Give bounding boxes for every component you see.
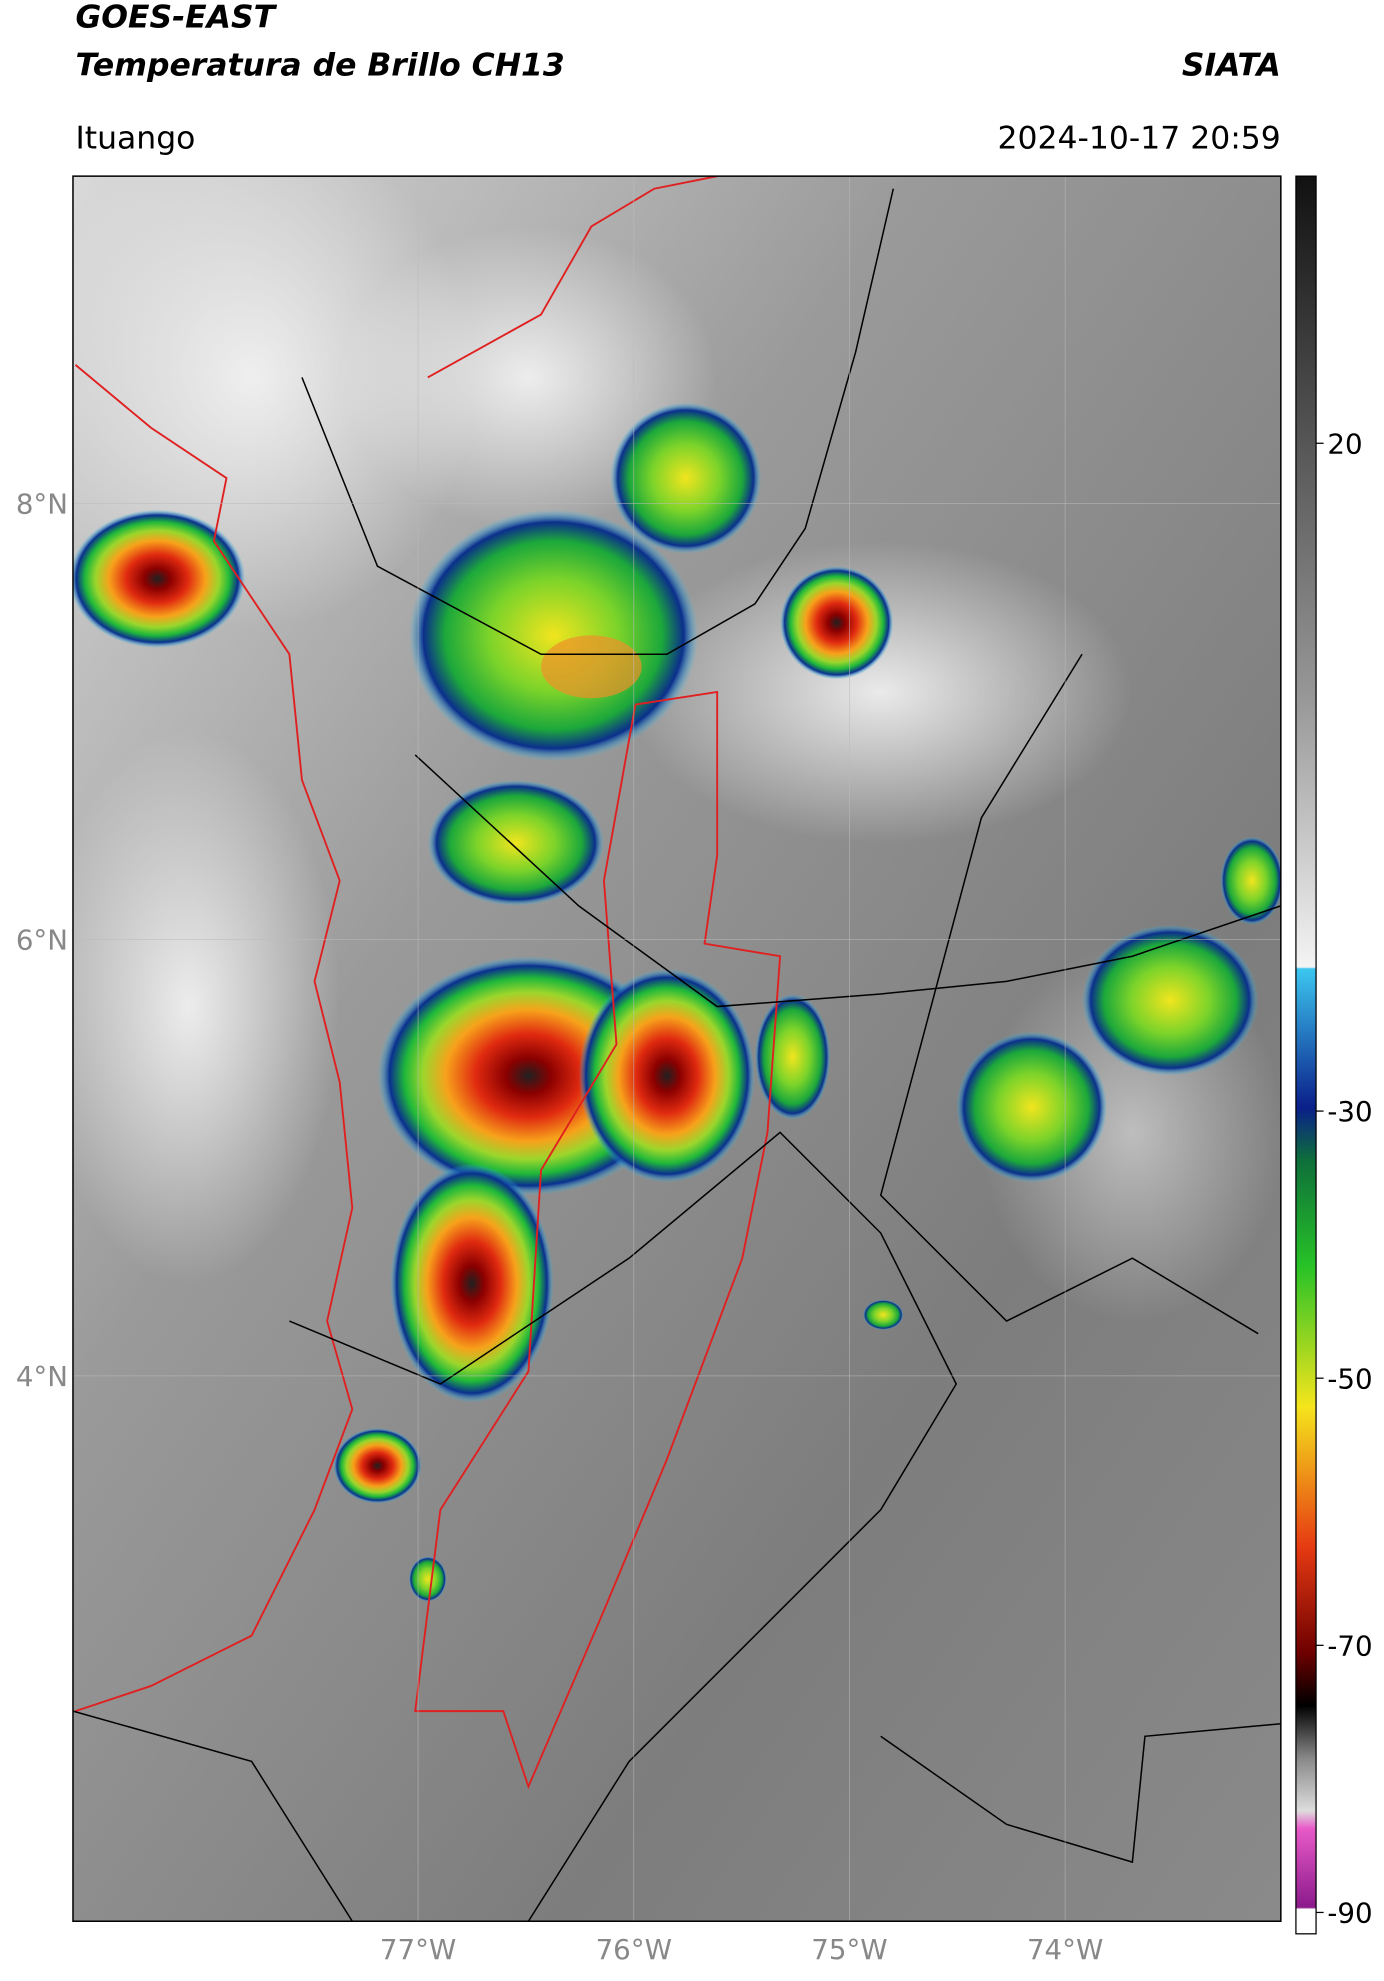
border — [301, 188, 895, 656]
graticule — [72, 176, 1281, 1922]
storm-cell — [578, 968, 755, 1183]
colorbar-tick-label: -90 — [1327, 1897, 1372, 1930]
storm-cell — [610, 402, 762, 554]
lon-label: 74°W — [1027, 1933, 1103, 1966]
lon-label: 75°W — [811, 1933, 887, 1966]
title: GOES-EAST — [75, 0, 277, 36]
coastline — [427, 176, 718, 379]
subtitle: Temperatura de Brillo CH13 — [75, 47, 564, 83]
storm-cell — [408, 509, 699, 762]
storm-cell — [1082, 924, 1259, 1076]
storm-cell — [390, 1163, 554, 1403]
cloud — [629, 541, 1133, 843]
lon-label: 77°W — [380, 1933, 456, 1966]
storm-cell — [427, 780, 604, 906]
department-border — [414, 690, 782, 1790]
lon-label: 76°W — [596, 1933, 672, 1966]
colorbar-tick-label: -70 — [1327, 1629, 1372, 1662]
location: Ituango — [75, 120, 195, 156]
storm-core — [541, 635, 642, 699]
storm-cell — [72, 509, 246, 648]
storm-cell — [863, 1299, 904, 1330]
border — [879, 653, 1259, 1335]
storm-cell — [333, 1428, 422, 1504]
colorbar — [1295, 175, 1317, 1935]
storm-cell — [754, 993, 831, 1120]
colorbar-tick-label: -30 — [1327, 1095, 1372, 1128]
lat-label: 6°N — [16, 924, 68, 957]
lat-label: 8°N — [16, 487, 68, 520]
colorbar-tick-label: -50 — [1327, 1362, 1372, 1395]
border — [289, 1131, 958, 1922]
border — [72, 1710, 353, 1922]
map-imagery — [72, 176, 1281, 1922]
lat-label: 4°N — [16, 1360, 68, 1393]
colorbar-tick-label: 20 — [1327, 427, 1362, 460]
storm-cell — [1220, 836, 1281, 925]
datetime: 2024-10-17 20:59 — [998, 120, 1281, 156]
cloud — [72, 729, 340, 1284]
storm-cell — [956, 1031, 1108, 1183]
storm-cell — [780, 566, 894, 680]
storm-cell — [408, 1556, 447, 1602]
border — [414, 754, 1281, 1008]
border — [880, 1722, 1281, 1864]
coastline — [74, 364, 354, 1713]
agency: SIATA — [1182, 47, 1281, 83]
map-frame — [72, 175, 1282, 1922]
